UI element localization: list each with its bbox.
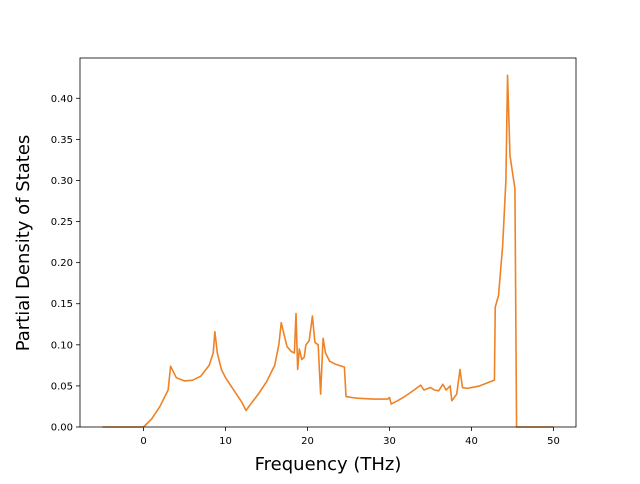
y-tick-label: 0.10 — [51, 340, 73, 351]
x-axis-label: Frequency (THz) — [255, 454, 402, 475]
x-tick-label: 30 — [383, 436, 396, 447]
y-tick-label: 0.15 — [51, 299, 73, 310]
y-tick-label: 0.25 — [51, 217, 73, 228]
x-tick-label: 0 — [140, 436, 146, 447]
plot-frame — [79, 57, 577, 428]
y-tick-label: 0.20 — [51, 258, 73, 269]
y-tick-label: 0.35 — [51, 135, 73, 146]
x-tick-label: 20 — [301, 436, 314, 447]
y-tick-label: 0.05 — [51, 381, 73, 392]
y-tick-label: 0.40 — [51, 94, 73, 105]
x-tick-label: 10 — [219, 436, 232, 447]
y-tick-label: 0.00 — [51, 423, 73, 434]
data-line — [102, 74, 554, 428]
x-tick-label: 40 — [465, 436, 478, 447]
y-tick-label: 0.30 — [51, 176, 73, 187]
y-axis-label: Partial Density of States — [13, 135, 34, 352]
x-tick-label: 50 — [547, 436, 560, 447]
